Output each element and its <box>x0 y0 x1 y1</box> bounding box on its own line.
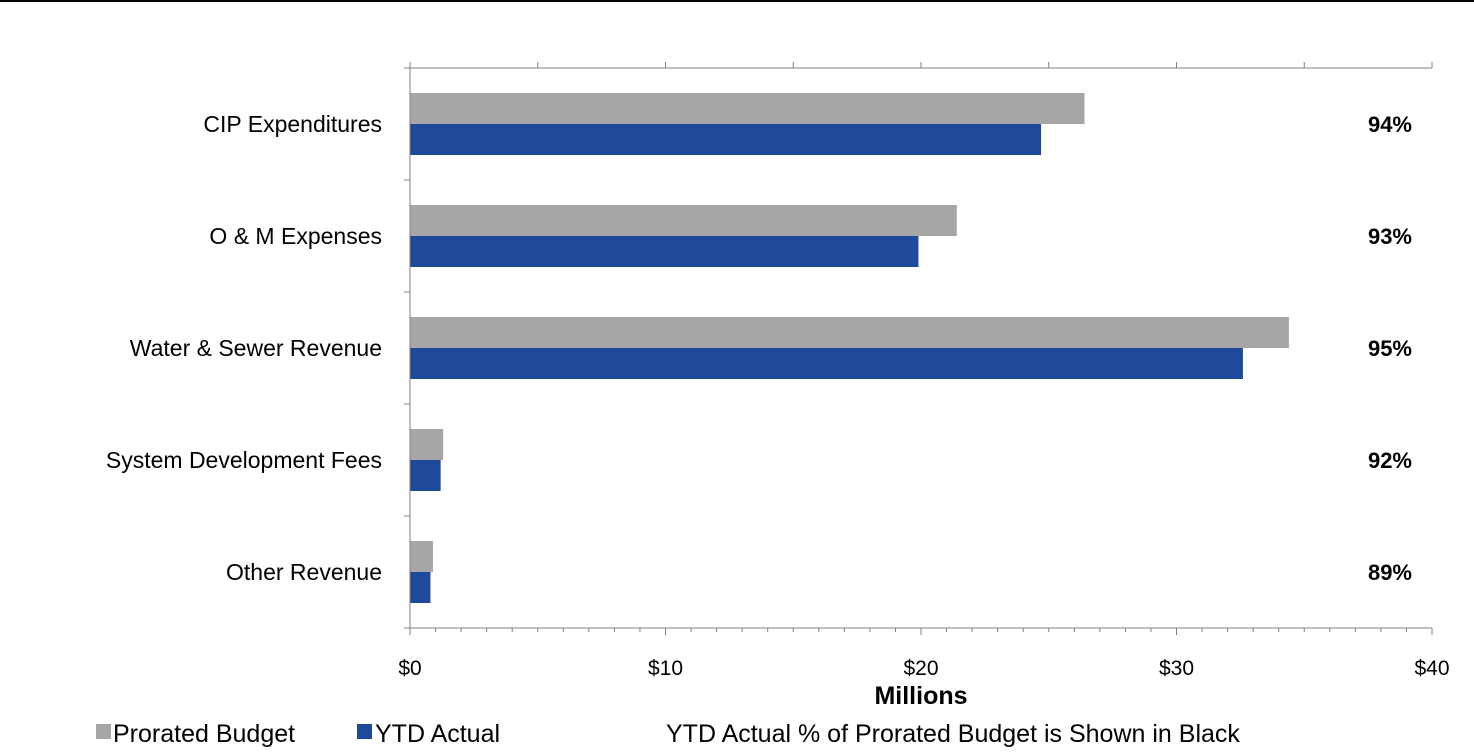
x-tick-label: $10 <box>648 657 683 680</box>
bars-group <box>410 93 1289 603</box>
legend-note: YTD Actual % of Prorated Budget is Shown… <box>666 720 1240 748</box>
bar-ytd-actual-system-development-fees <box>410 460 441 491</box>
legend-swatch-prorated-budget <box>96 724 111 739</box>
percent-label-system-development-fees: 92% <box>1368 448 1412 473</box>
bar-prorated-budget-water-sewer-revenue <box>410 317 1289 348</box>
top-axis <box>409 62 1433 69</box>
bar-ytd-actual-other-revenue <box>410 572 431 603</box>
percent-label-water-sewer-revenue: 95% <box>1368 336 1412 361</box>
legend-swatch-ytd-actual <box>357 724 372 739</box>
category-label-cip-expenditures: CIP Expenditures <box>203 111 382 137</box>
category-labels: CIP Expenditures O & M Expenses Water & Se… <box>106 111 382 585</box>
x-tick-label: $40 <box>1414 657 1449 680</box>
bar-ytd-actual-cip-expenditures <box>410 124 1042 155</box>
x-tick-labels: $0 $10 $20 $30 $40 <box>398 657 1449 680</box>
legend-label-ytd-actual: YTD Actual <box>375 720 500 748</box>
bar-prorated-budget-other-revenue <box>410 541 433 572</box>
percent-label-o-m-expenses: 93% <box>1368 224 1412 249</box>
category-label-system-development-fees: System Development Fees <box>106 447 382 473</box>
axes <box>404 67 1433 635</box>
x-tick-label: $30 <box>1159 657 1194 680</box>
x-tick-label: $20 <box>903 657 938 680</box>
bar-ytd-actual-water-sewer-revenue <box>410 348 1243 379</box>
category-label-water-sewer-revenue: Water & Sewer Revenue <box>130 335 382 361</box>
x-tick-label: $0 <box>398 657 421 680</box>
legend-label-prorated-budget: Prorated Budget <box>113 720 295 748</box>
category-label-o-m-expenses: O & M Expenses <box>209 223 382 249</box>
category-label-other-revenue: Other Revenue <box>226 559 382 585</box>
x-axis-title: Millions <box>874 682 967 710</box>
bar-prorated-budget-o-m-expenses <box>410 205 957 236</box>
bar-prorated-budget-cip-expenditures <box>410 93 1085 124</box>
percent-labels: 94% 93% 95% 92% 89% <box>1368 112 1412 585</box>
legend: Prorated Budget YTD Actual YTD Actual % … <box>96 720 1240 748</box>
percent-label-cip-expenditures: 94% <box>1368 112 1412 137</box>
bar-prorated-budget-system-development-fees <box>410 429 444 460</box>
percent-label-other-revenue: 89% <box>1368 560 1412 585</box>
bar-ytd-actual-o-m-expenses <box>410 236 919 267</box>
